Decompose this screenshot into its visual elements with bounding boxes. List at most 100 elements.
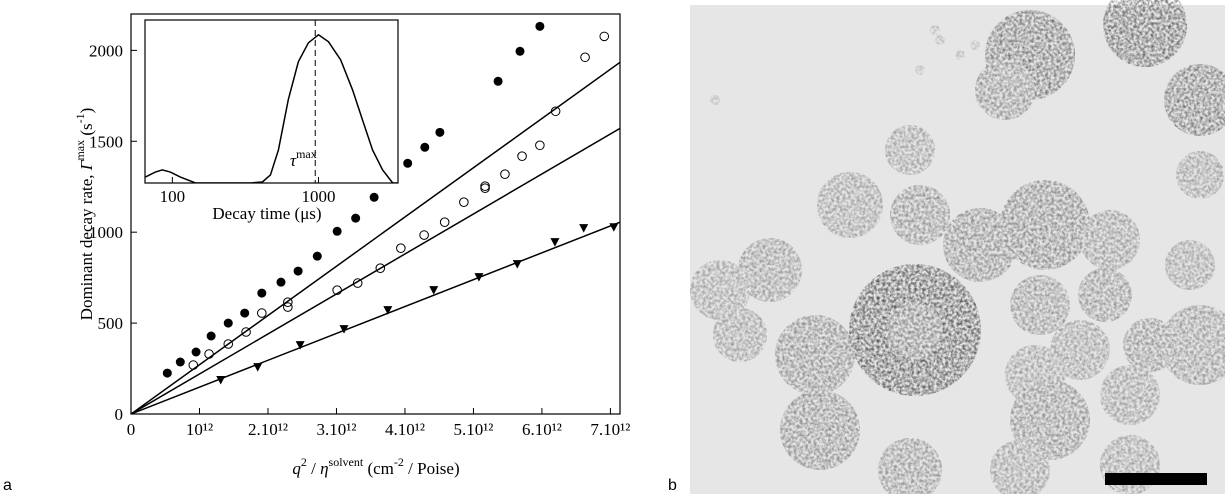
point [403, 158, 413, 168]
point [332, 285, 342, 295]
line [131, 221, 620, 414]
label-part: Dominant decay rate, [77, 170, 96, 320]
point [459, 197, 469, 207]
point [435, 127, 445, 137]
debris [970, 40, 980, 50]
debris [955, 50, 965, 60]
label-part: τ [290, 151, 297, 170]
point [535, 140, 545, 151]
point [517, 151, 527, 161]
y-tick-label: 2000 [89, 41, 123, 60]
particle [1078, 268, 1132, 322]
point [500, 169, 510, 179]
line [131, 127, 620, 414]
point [369, 192, 379, 202]
annotation: τmax [290, 147, 317, 170]
plot-frame [144, 19, 399, 184]
particle [1000, 180, 1090, 270]
particle [890, 185, 950, 245]
particle [885, 125, 935, 175]
point [480, 181, 490, 191]
y-tick-label: 1000 [89, 223, 123, 242]
label-part: 2 [301, 455, 307, 469]
plot-area [131, 21, 620, 414]
plot-area [145, 20, 398, 183]
x-tick-label: 5.10¹² [453, 420, 493, 439]
particle [887, 302, 943, 358]
label-part: max [296, 147, 317, 161]
label-part: / Poise) [404, 459, 460, 478]
x-tick-label: 10¹² [186, 420, 213, 439]
point [283, 302, 293, 312]
point [257, 308, 267, 318]
line [145, 33, 398, 183]
inset-x-axis-label: Decay time (μs) [212, 204, 321, 223]
point [375, 263, 386, 273]
particle [1010, 275, 1070, 335]
point [175, 357, 185, 367]
point [535, 21, 545, 31]
point [223, 339, 234, 349]
point [257, 288, 267, 298]
label-part: ) [77, 108, 96, 114]
point [351, 213, 361, 223]
point [312, 251, 322, 261]
point [188, 360, 199, 370]
label-part: (cm [363, 459, 394, 478]
point [580, 52, 590, 63]
x-axis-label: q2 / ηsolvent (cm-2 / Poise) [292, 455, 459, 478]
particle [878, 438, 942, 494]
debris [915, 65, 925, 75]
point [550, 238, 560, 247]
label-part: η [320, 459, 328, 478]
label-part: max [73, 140, 87, 161]
x-tick-label: 4.10¹² [385, 420, 425, 439]
point [283, 297, 293, 307]
particle [1164, 64, 1225, 136]
particle [990, 440, 1050, 494]
point [420, 142, 430, 152]
point [599, 31, 610, 42]
particle [775, 315, 855, 395]
x-tick-label: 7.10¹² [590, 420, 630, 439]
point [276, 277, 286, 287]
label-part: Γ [77, 159, 96, 171]
debris [930, 25, 940, 35]
particle [738, 238, 802, 302]
y-tick-label: 500 [98, 314, 124, 333]
scale-bar [1105, 473, 1207, 485]
particle [1160, 305, 1225, 385]
particle [1010, 380, 1090, 460]
micrograph [690, 0, 1225, 494]
debris [935, 35, 945, 45]
particle [1165, 240, 1215, 290]
particle [780, 390, 860, 470]
x-tick-label: 1000 [301, 187, 335, 206]
panel-label: a [3, 477, 12, 494]
point [579, 224, 589, 233]
particle [817, 172, 883, 238]
label-part: q [292, 459, 301, 478]
particle [1103, 0, 1187, 67]
point [240, 308, 250, 318]
point [191, 347, 201, 357]
particle [1100, 365, 1160, 425]
point [396, 243, 406, 253]
point [429, 286, 439, 295]
particle [1080, 210, 1140, 270]
x-tick-label: 2.10¹² [248, 420, 288, 439]
particle [690, 260, 750, 320]
panel-label: b [668, 477, 677, 494]
line [131, 61, 620, 414]
point [223, 318, 233, 328]
point [162, 368, 172, 378]
debris [710, 95, 720, 105]
particle [943, 208, 1017, 282]
label-part: (s [77, 123, 96, 140]
particle [713, 308, 767, 362]
point [241, 327, 251, 337]
x-tick-label: 3.10¹² [316, 420, 356, 439]
point [439, 217, 450, 227]
label-part: solvent [329, 455, 364, 469]
x-tick-label: 0 [127, 420, 136, 439]
